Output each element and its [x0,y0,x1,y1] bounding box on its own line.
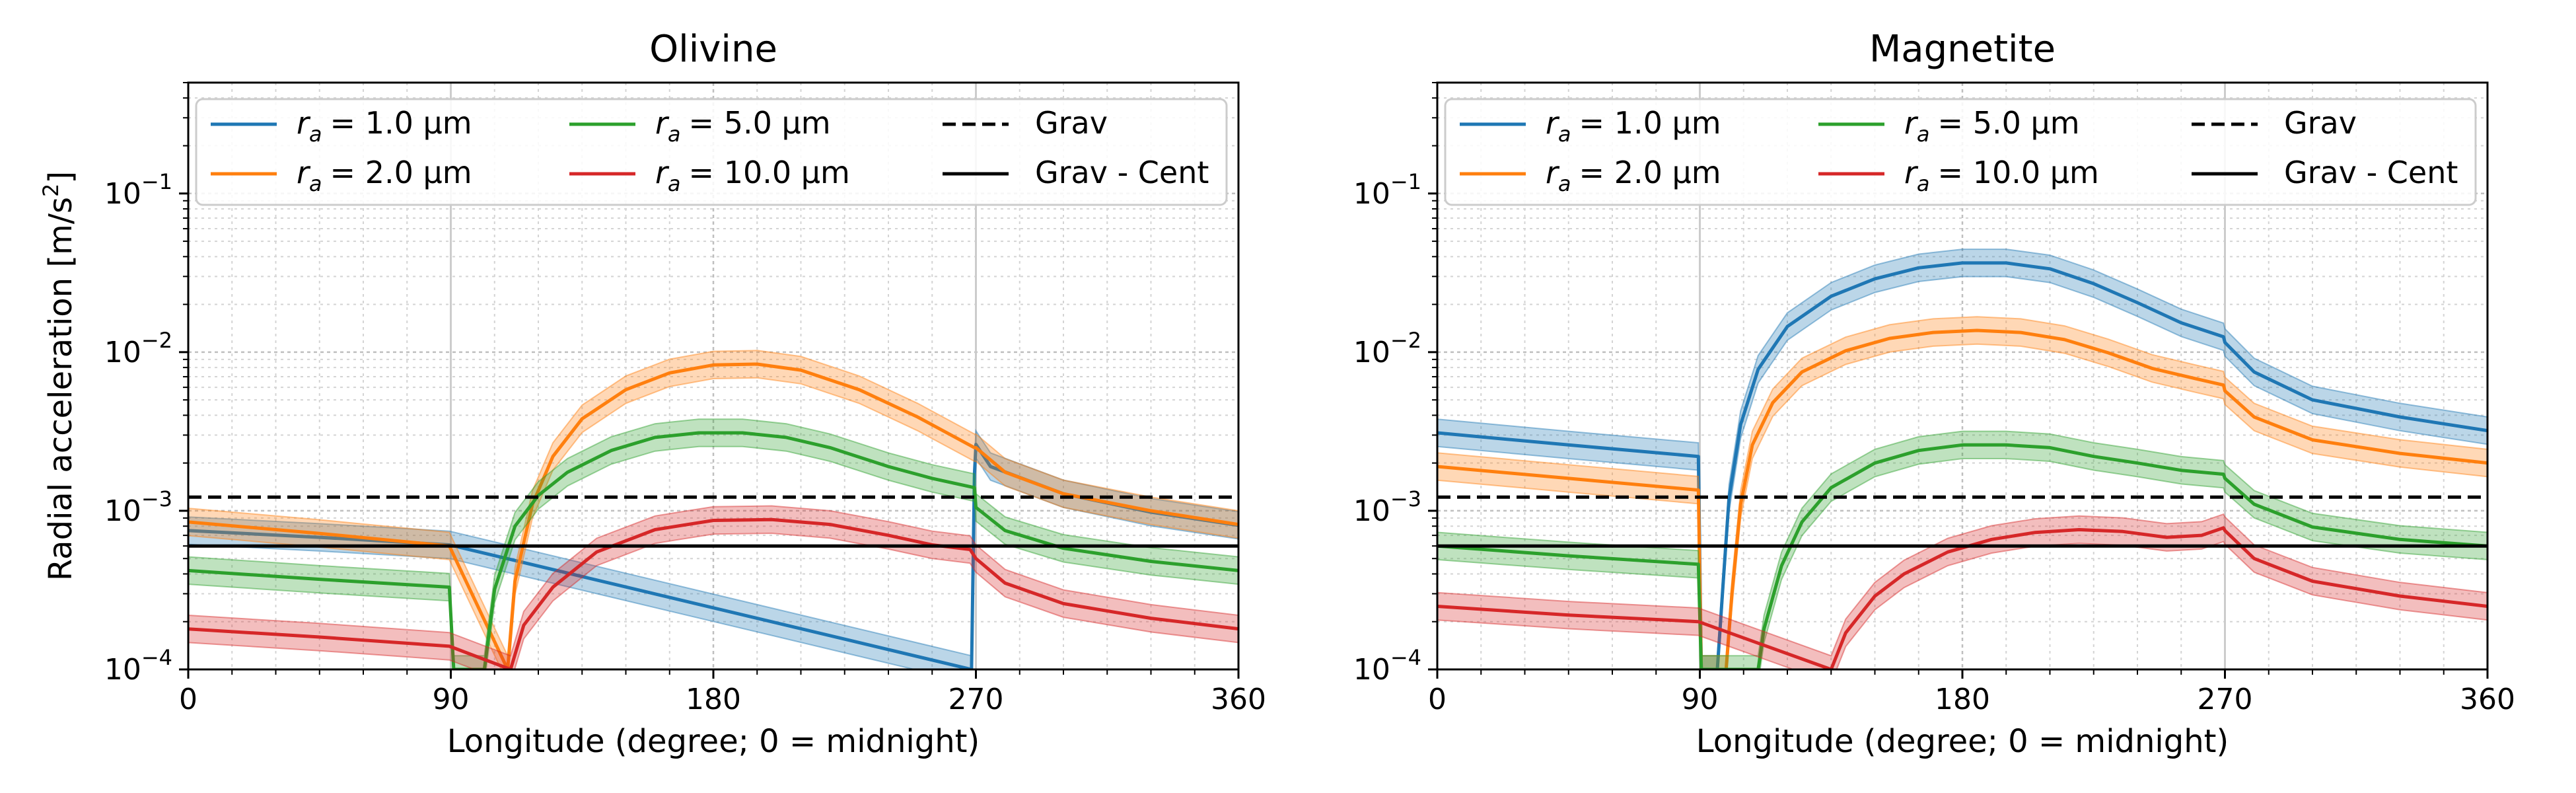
x-tick-label: 0 [1428,683,1447,716]
x-tick-label: 90 [1682,683,1719,716]
legend: ra = 1.0 µm ra = 2.0 µm ra = 5.0 µm ra = 10.0 µ… [1444,98,2477,206]
x-tick-label: 270 [2198,683,2253,716]
series-line-1 [1437,261,2487,669]
y-tick-label: 10−3 [104,486,172,528]
y-tick-label: 10−4 [104,645,172,687]
legend-label: ra = 1.0 µm [297,105,472,147]
legend-label: Grav [2284,105,2357,141]
legend-label: ra = 2.0 µm [1546,155,1721,196]
x-tick-label: 180 [1935,683,1990,716]
series-line-2 [1437,328,2487,669]
x-tick-label: 0 [179,683,197,716]
plot-area [1437,248,2487,669]
x-tick-label: 360 [2460,683,2515,716]
legend-label: ra = 2.0 µm [297,155,472,196]
series-line-3 [188,431,1238,669]
y-tick-label: 10−2 [1353,328,1421,369]
legend-label: ra = 10.0 µm [1904,155,2099,196]
legend: ra = 1.0 µm ra = 2.0 µm ra = 5.0 µm ra = 10.0 µ… [195,98,1228,206]
legend-label: Grav [1035,105,1108,141]
series-line-4 [188,517,1238,669]
axes-frame [1436,81,2489,671]
series-band-2 [188,350,1238,669]
y-tick-label: 10−1 [104,169,172,211]
chart-title: Olivine [649,28,777,71]
y-tick-label: 10−1 [1353,169,1421,211]
x-tick-label: 270 [948,683,1004,716]
chart-title: Magnetite [1869,28,2056,71]
grid [188,82,1238,671]
x-tick-label: 90 [433,683,470,716]
x-tick-label: 180 [686,683,741,716]
legend-label: ra = 1.0 µm [1546,105,1721,147]
y-tick-label: 10−3 [1353,486,1421,528]
chart-panel-2: 0 90 180 270 360 10−4 10−3 10−2 10−1 Magnetite Lon… [1353,28,2515,760]
legend-label: ra = 5.0 µm [655,105,831,147]
y-axis-label: Radial acceleration [m/s2] [38,171,79,581]
axes-frame [187,81,1240,671]
series-line-2 [188,362,1238,669]
x-tick-label: 360 [1211,683,1266,716]
x-axis-label: Longitude (degree; 0 = midnight) [1696,723,2229,760]
legend-label: Grav - Cent [2284,155,2458,190]
legend-label: ra = 5.0 µm [1904,105,2080,147]
y-tick-label: 10−2 [104,328,172,369]
plot-area [188,350,1238,669]
x-axis-label: Longitude (degree; 0 = midnight) [447,723,980,760]
chart-panel-1: 0 90 180 270 360 10−4 10−3 10−2 10−1 Olivine Longi… [38,28,1266,760]
y-tick-label: 10−4 [1353,645,1421,687]
legend-label: Grav - Cent [1035,155,1209,190]
series-line-4 [1437,526,2487,669]
legend-label: ra = 10.0 µm [655,155,850,196]
series-line-3 [1437,443,2487,669]
